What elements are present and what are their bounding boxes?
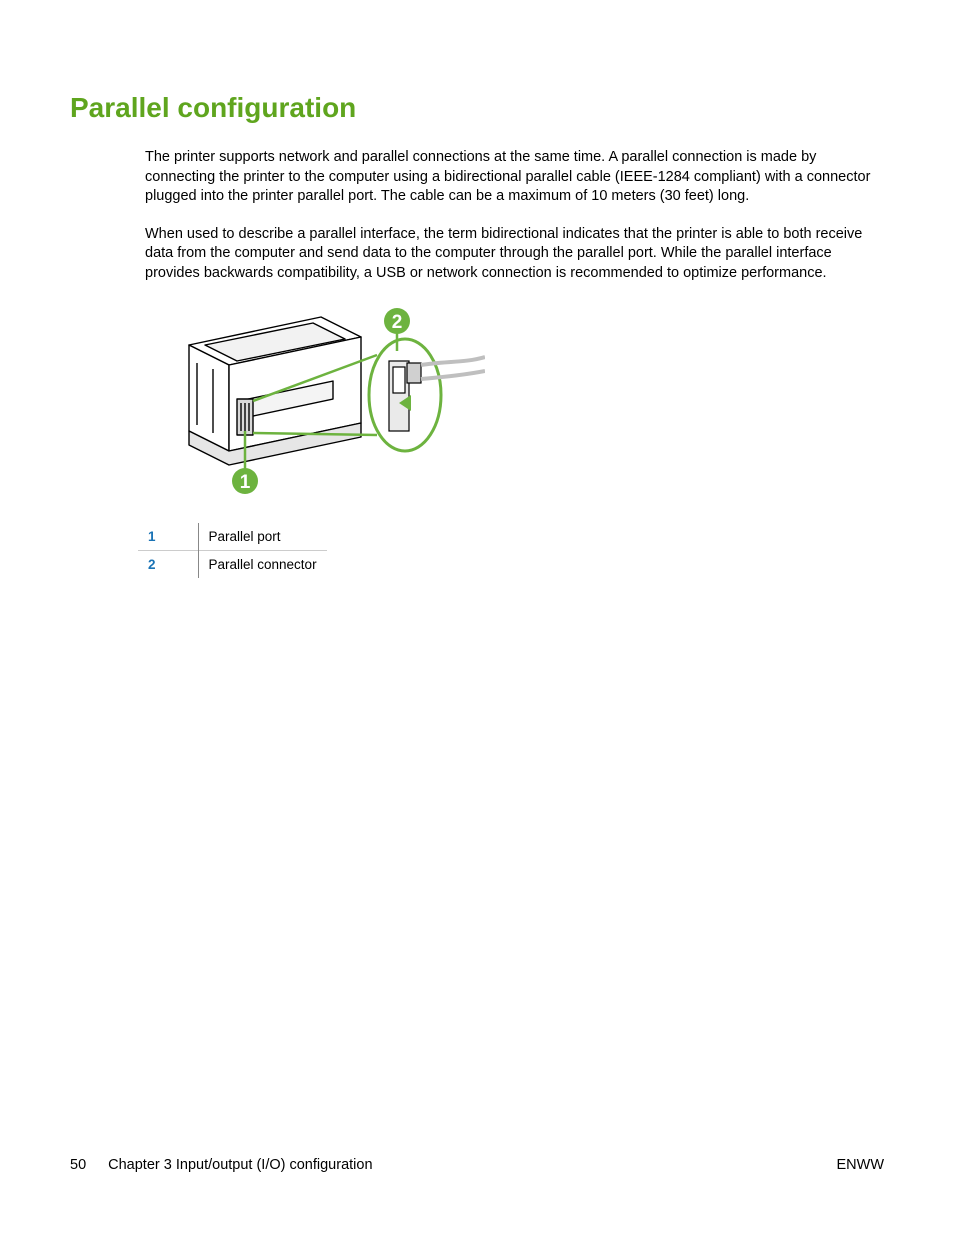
table-row: 2 Parallel connector [138,551,327,579]
table-row: 1 Parallel port [138,523,327,551]
legend-table: 1 Parallel port 2 Parallel connector [138,523,327,578]
chapter-label: Chapter 3 Input/output (I/O) configurati… [108,1157,372,1173]
callout-2-number: 2 [392,312,403,333]
page-number: 50 [70,1157,86,1173]
body-text-block: The printer supports network and paralle… [145,148,874,283]
paragraph-2: When used to describe a parallel interfa… [145,225,874,284]
legend-label-2: Parallel connector [198,551,327,579]
printer-diagram: 1 2 [145,303,884,503]
legend-number-1: 1 [138,523,198,551]
page-heading: Parallel configuration [70,92,884,124]
paragraph-1: The printer supports network and paralle… [145,148,874,207]
callout-1-number: 1 [240,472,251,493]
legend-number-2: 2 [138,551,198,579]
footer-right-label: ENWW [836,1157,884,1173]
legend-label-1: Parallel port [198,523,327,551]
page-footer: 50 Chapter 3 Input/output (I/O) configur… [70,1157,884,1173]
